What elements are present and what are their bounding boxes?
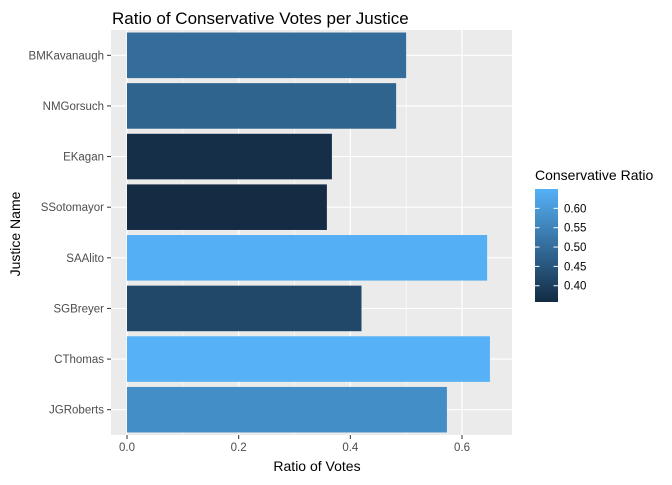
y-tick-label: SAAlito bbox=[66, 253, 104, 265]
y-tick-label: SSotomayor bbox=[41, 202, 104, 214]
y-tick-label: BMKavanaugh bbox=[29, 50, 104, 62]
legend-tick-label: 0.40 bbox=[564, 281, 586, 293]
y-tick-label: SGBreyer bbox=[54, 303, 105, 315]
legend-colorbar bbox=[535, 189, 558, 302]
bar-ssotomayor bbox=[127, 184, 327, 230]
x-tick-label: 0.0 bbox=[119, 442, 135, 454]
bar-bmkavanaugh bbox=[127, 32, 407, 79]
x-tick-label: 0.2 bbox=[231, 442, 247, 454]
chart-title: Ratio of Conservative Votes per Justice bbox=[112, 9, 409, 28]
x-tick-label: 0.6 bbox=[454, 442, 470, 454]
legend-tick-label: 0.55 bbox=[564, 223, 586, 235]
legend: Conservative Ratio 0.40 0.45 0.50 0.55 0.60 bbox=[535, 167, 653, 302]
legend-tick-label: 0.50 bbox=[564, 242, 586, 254]
bar-jgroberts bbox=[127, 386, 447, 433]
x-axis-label: Ratio of Votes bbox=[273, 458, 360, 474]
bar-cthomas bbox=[127, 336, 490, 382]
y-tick-label: CThomas bbox=[54, 354, 104, 366]
y-axis-label: Justice Name bbox=[7, 191, 23, 276]
legend-tick-label: 0.45 bbox=[564, 261, 586, 273]
y-tick-label: EKagan bbox=[63, 152, 104, 164]
bar-nmgorsuch bbox=[127, 83, 397, 129]
y-tick-label: JGRoberts bbox=[49, 405, 104, 417]
bar-ekagan bbox=[127, 133, 332, 180]
legend-title: Conservative Ratio bbox=[535, 167, 653, 183]
bar-sgbreyer bbox=[127, 285, 362, 332]
bar-saalito bbox=[127, 235, 488, 281]
x-tick-label: 0.4 bbox=[342, 442, 359, 454]
y-tick-label: NMGorsuch bbox=[43, 101, 104, 113]
legend-tick-label: 0.60 bbox=[564, 203, 586, 215]
